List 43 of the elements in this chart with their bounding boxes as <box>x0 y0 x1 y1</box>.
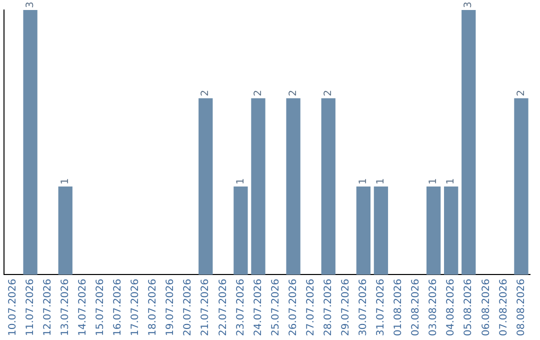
x-tick-label: 13.07.2026 <box>60 278 71 336</box>
x-tick-label: 02.08.2026 <box>410 278 422 336</box>
x-tick-label: 08.08.2026 <box>516 278 527 336</box>
x-tick-label: 22.07.2026 <box>218 278 229 336</box>
x-tick-label: 20.07.2026 <box>182 278 194 336</box>
data-label: 2 <box>200 90 212 96</box>
data-label: 1 <box>376 178 387 184</box>
data-label: 2 <box>288 90 299 96</box>
x-tick-label: 30.07.2026 <box>358 278 370 336</box>
x-tick-label: 14.07.2026 <box>77 278 88 336</box>
x-tick-label: 29.07.2026 <box>340 278 352 336</box>
x-tick-label: 25.07.2026 <box>270 278 282 336</box>
x-tick-label: 15.07.2026 <box>95 278 106 336</box>
data-label: 3 <box>24 2 36 8</box>
x-tick-label: 27.07.2026 <box>305 278 316 336</box>
x-tick-label: 12.07.2026 <box>42 278 54 336</box>
x-tick-label: 24.07.2026 <box>252 278 264 336</box>
x-tick-label: 16.07.2026 <box>112 278 124 336</box>
x-tick-label: 21.07.2026 <box>200 278 212 336</box>
data-label: 2 <box>322 90 334 96</box>
x-tick-label: 26.07.2026 <box>288 278 299 336</box>
x-tick-label: 01.08.2026 <box>393 278 404 336</box>
x-tick-label: 28.07.2026 <box>322 278 334 336</box>
data-label: 1 <box>60 178 71 184</box>
x-tick-label: 19.07.2026 <box>165 278 176 336</box>
x-tick-label: 07.08.2026 <box>498 278 510 336</box>
x-tick-label: 03.08.2026 <box>428 278 440 336</box>
x-tick-label: 04.08.2026 <box>446 278 457 336</box>
data-label: 1 <box>358 178 370 184</box>
data-label: 2 <box>252 90 264 96</box>
data-label: 1 <box>235 178 246 184</box>
x-tick-label: 31.07.2026 <box>376 278 387 336</box>
x-tick-label: 23.07.2026 <box>235 278 246 336</box>
x-tick-label: 18.07.2026 <box>148 278 159 336</box>
x-tick-label: 11.07.2026 <box>24 278 36 336</box>
x-tick-label: 06.08.2026 <box>480 278 492 336</box>
data-label: 1 <box>446 178 457 184</box>
x-tick-label: 05.08.2026 <box>463 278 474 336</box>
data-label: 1 <box>428 178 440 184</box>
data-label: 3 <box>463 2 474 8</box>
x-tick-label: 17.07.2026 <box>130 278 142 336</box>
data-label: 2 <box>516 90 527 96</box>
x-tick-label: 10.07.2026 <box>7 278 18 336</box>
